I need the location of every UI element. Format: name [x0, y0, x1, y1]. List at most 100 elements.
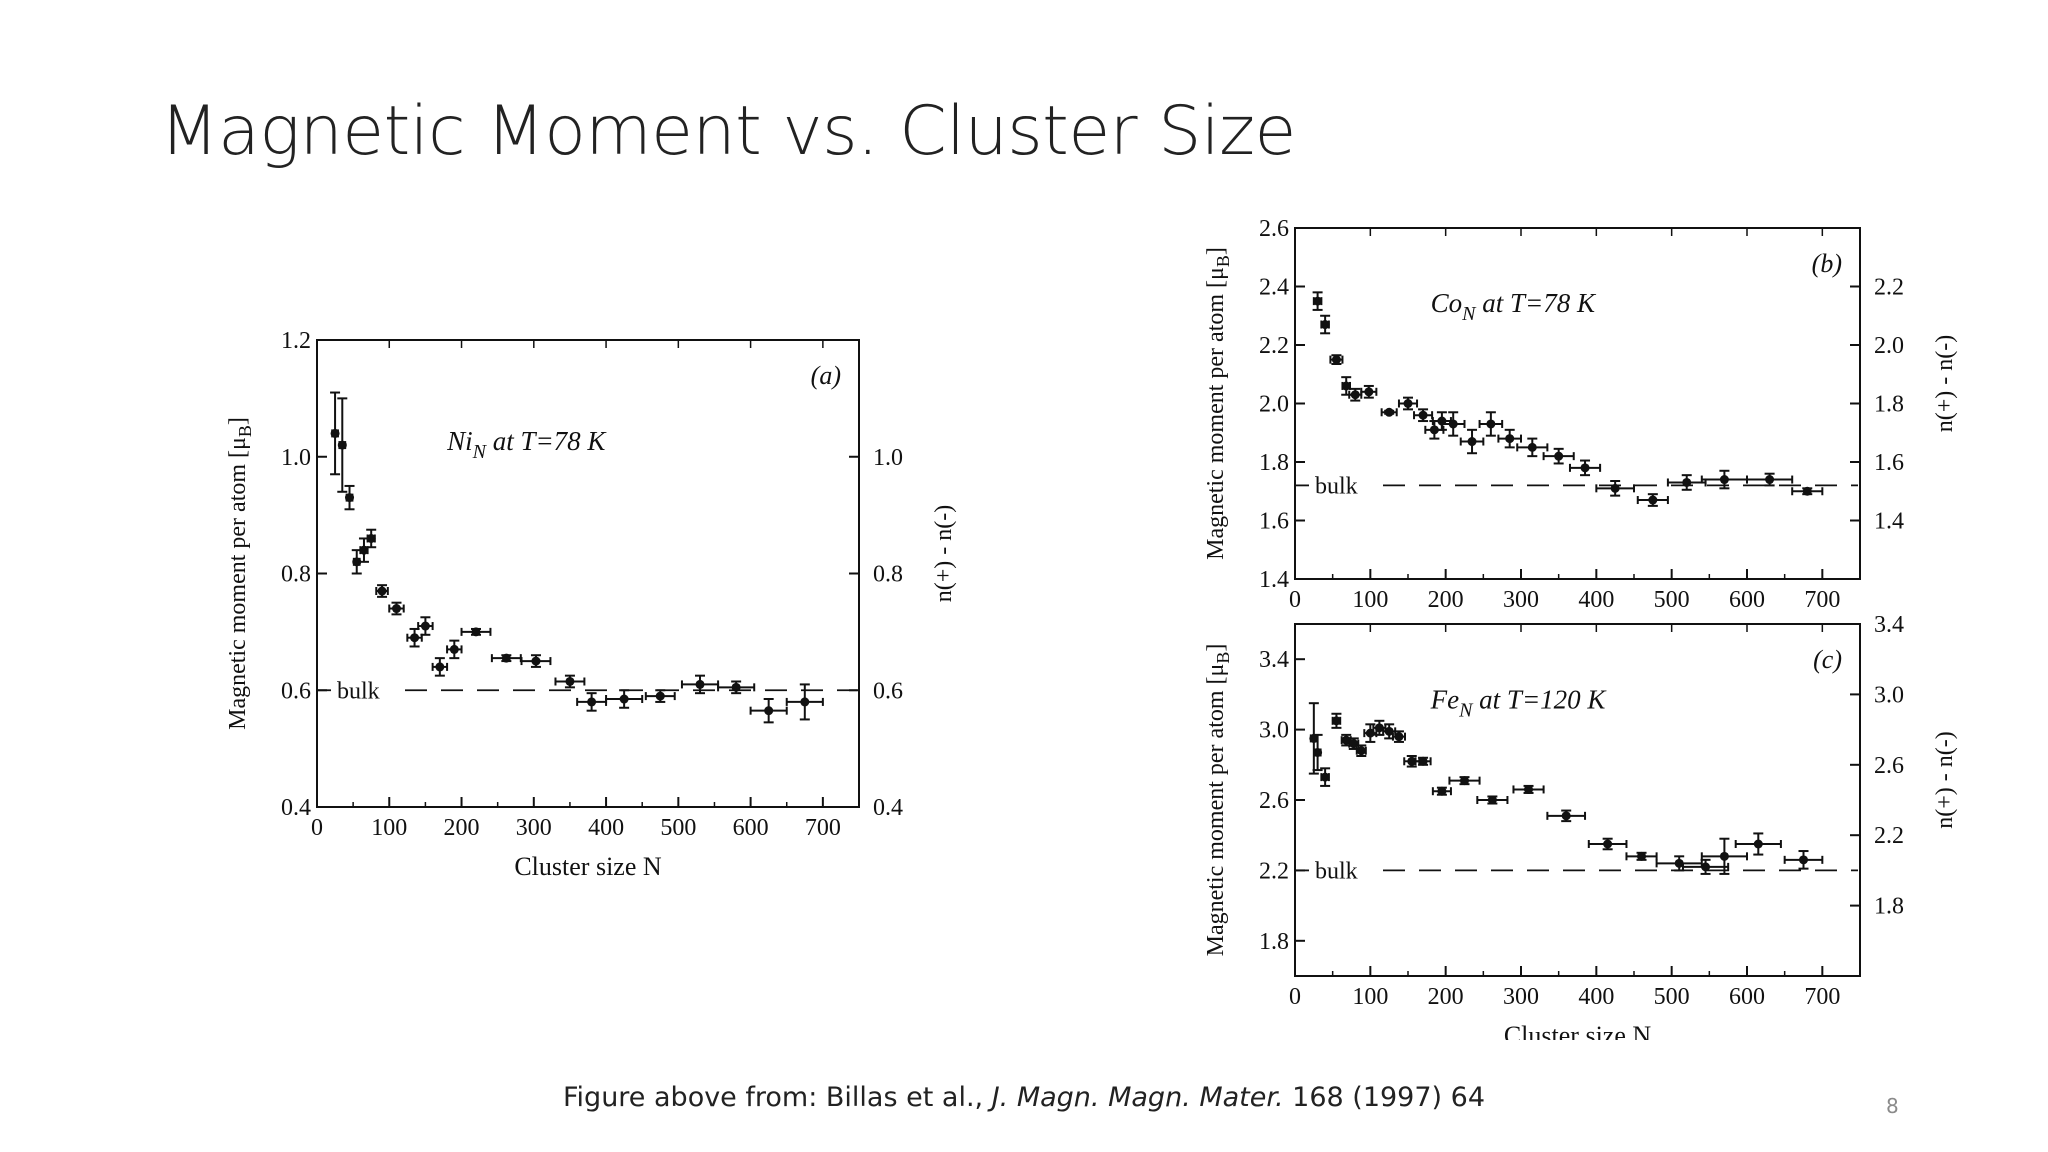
- data-point: [1440, 411, 1466, 437]
- data-point: [1791, 486, 1824, 496]
- data-point: [1320, 767, 1331, 787]
- y-tick-label: 1.6: [1259, 509, 1289, 535]
- data-point: [576, 692, 608, 712]
- annotation-species: Ni: [446, 426, 473, 456]
- y-tick-label: 1.4: [1259, 567, 1289, 593]
- data-point: [717, 680, 756, 695]
- data-point: [1360, 384, 1378, 399]
- data-point: [1478, 411, 1504, 437]
- data-point: [749, 698, 788, 724]
- x-tick-label: 500: [660, 815, 696, 841]
- marker: [1765, 475, 1775, 485]
- chart-panel-c: 0 100 200 300 400 500 600 700 1.8 2.2 2.6 3.0 3.4 1.8…: [1203, 612, 1958, 1040]
- data-point: [460, 627, 492, 637]
- data-point: [520, 654, 552, 668]
- data-point: [1568, 459, 1602, 477]
- marker: [1610, 483, 1620, 493]
- x-tick-label: 100: [1352, 587, 1388, 613]
- panel-label: (c): [1813, 645, 1842, 674]
- marker: [1448, 419, 1458, 429]
- marker: [420, 621, 430, 631]
- marker: [1350, 390, 1360, 400]
- data-point: [1382, 723, 1397, 740]
- chart-panel-b: 0 100 200 300 400 500 600 700 1.4 1.6 1.8 2.0 2.2 2.4…: [1203, 216, 1958, 613]
- x-tick-label: 100: [371, 815, 407, 841]
- marker: [1403, 399, 1413, 408]
- marker: [695, 679, 705, 689]
- y2-tick-label: 1.6: [1874, 450, 1904, 476]
- data-point: [1595, 480, 1635, 497]
- x-tick-label: 300: [1503, 984, 1539, 1010]
- x-tick-label: 500: [1654, 587, 1690, 613]
- data-point: [680, 674, 720, 695]
- x-tick-label: 300: [1503, 587, 1539, 613]
- marker: [1331, 716, 1341, 726]
- data-point: [366, 528, 377, 549]
- marker: [330, 428, 340, 438]
- marker: [1384, 726, 1394, 736]
- chart-annotation: NiN at T=78 K: [446, 426, 607, 463]
- marker: [1349, 739, 1359, 749]
- data-point: [1734, 832, 1782, 856]
- x-axis-label: Cluster size N: [514, 852, 662, 881]
- marker: [1701, 862, 1711, 872]
- x-tick-label: 0: [1289, 984, 1301, 1010]
- marker: [1429, 425, 1439, 435]
- marker: [1320, 320, 1330, 330]
- marker: [1364, 387, 1374, 397]
- data-point: [1476, 795, 1509, 805]
- annotation-condition: at T=78 K: [486, 426, 607, 456]
- marker: [1637, 851, 1647, 861]
- x-tick-label: 200: [1428, 984, 1464, 1010]
- data-point: [1331, 712, 1342, 729]
- y2-tick-label: 0.6: [873, 678, 903, 704]
- marker: [366, 533, 376, 543]
- y2-tick-label: 2.0: [1874, 333, 1904, 359]
- marker: [1341, 381, 1351, 391]
- y2-tick-label: 0.4: [873, 795, 903, 821]
- marker: [1320, 772, 1330, 782]
- chart-panel-a: 0 100 200 300 400 500 600 700 0.4 0.6 0.8 1.0 1.2 0.4…: [225, 328, 957, 881]
- data-point: [1666, 474, 1707, 491]
- y-tick-label: 0.6: [281, 678, 311, 704]
- x-tick-label: 600: [1729, 587, 1765, 613]
- marker: [1753, 839, 1763, 849]
- y-tick-label: 1.2: [281, 328, 311, 354]
- marker: [1374, 723, 1384, 733]
- data-point: [1655, 855, 1703, 872]
- data-point: [1380, 407, 1398, 417]
- x-tick-label: 600: [733, 815, 769, 841]
- y-axis-label: Magnetic moment per atom [μB]: [1203, 644, 1233, 957]
- marker: [1460, 776, 1469, 786]
- marker: [337, 440, 347, 450]
- plot-frame: [316, 339, 860, 808]
- data-point: [490, 653, 522, 663]
- marker: [1802, 486, 1812, 496]
- marker: [619, 694, 629, 704]
- marker: [764, 706, 774, 716]
- marker: [352, 557, 362, 567]
- marker: [1486, 419, 1496, 429]
- marker: [1719, 851, 1729, 861]
- data-point: [1681, 858, 1730, 875]
- marker: [1554, 451, 1564, 461]
- data-point: [1355, 744, 1367, 757]
- y-tick-label: 3.4: [1259, 647, 1289, 673]
- marker: [1331, 355, 1341, 365]
- data-point: [1783, 850, 1824, 870]
- annotation-condition: at T=120 K: [1472, 684, 1607, 714]
- slide-title: Magnetic Moment vs. Cluster Size: [160, 92, 1296, 171]
- y2-tick-label: 1.8: [1874, 392, 1904, 418]
- marker: [1580, 463, 1590, 473]
- caption-suffix: 168 (1997) 64: [1283, 1082, 1486, 1113]
- data-point: [375, 584, 389, 598]
- y-axis-label-end: ]: [1203, 247, 1229, 255]
- bulk-label: bulk: [1315, 858, 1358, 884]
- data-point: [1348, 387, 1363, 402]
- marker: [1505, 434, 1515, 444]
- marker: [1309, 733, 1319, 743]
- data-point: [330, 391, 341, 476]
- plot-frame: [1294, 623, 1861, 977]
- chart-annotation: CoN at T=78 K: [1431, 288, 1597, 325]
- x-tick-label: 400: [1578, 587, 1614, 613]
